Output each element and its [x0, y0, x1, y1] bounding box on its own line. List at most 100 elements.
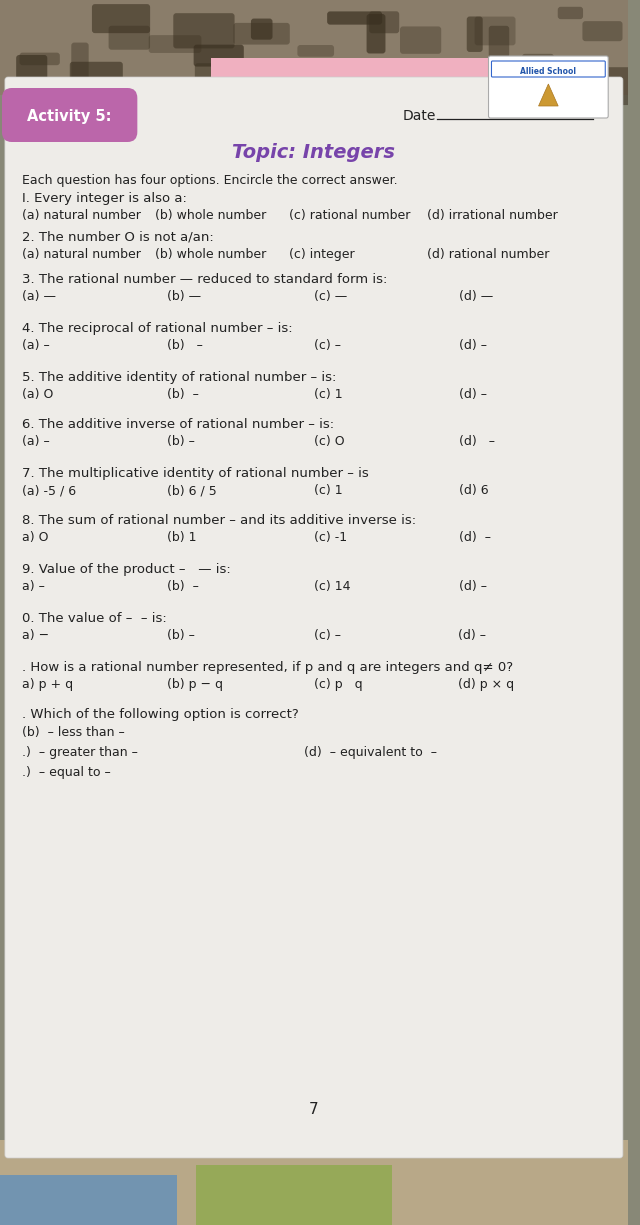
Text: (c) O: (c) O: [314, 435, 344, 448]
Text: (c) rational number: (c) rational number: [289, 209, 411, 222]
Polygon shape: [538, 85, 558, 107]
Text: (b) –: (b) –: [167, 628, 195, 642]
FancyBboxPatch shape: [327, 11, 382, 24]
FancyBboxPatch shape: [440, 67, 460, 88]
FancyBboxPatch shape: [148, 36, 202, 53]
Bar: [0, 1175, 177, 1225]
Text: (c) 1: (c) 1: [314, 388, 342, 401]
Text: .)  – equal to –: .) – equal to –: [22, 766, 110, 779]
Text: Allied School: Allied School: [520, 66, 577, 76]
Text: (d)  –: (d) –: [459, 530, 491, 544]
FancyBboxPatch shape: [488, 56, 608, 118]
FancyBboxPatch shape: [557, 7, 583, 20]
Text: 7: 7: [309, 1102, 319, 1117]
Text: (b) 6 / 5: (b) 6 / 5: [167, 484, 216, 497]
FancyBboxPatch shape: [92, 4, 150, 33]
Text: a) O: a) O: [22, 530, 48, 544]
Text: (b)  – less than –: (b) – less than –: [22, 726, 124, 739]
FancyBboxPatch shape: [467, 16, 483, 51]
FancyBboxPatch shape: [298, 45, 334, 56]
FancyBboxPatch shape: [251, 18, 273, 39]
Text: I. Every integer is also a:: I. Every integer is also a:: [22, 192, 186, 205]
Text: (b) whole number: (b) whole number: [155, 247, 266, 261]
Text: 0. The value of –  – is:: 0. The value of – – is:: [22, 612, 166, 625]
Text: 5. The additive identity of rational number – is:: 5. The additive identity of rational num…: [22, 371, 336, 383]
Text: 2. The number O is not a/an:: 2. The number O is not a/an:: [22, 232, 213, 244]
Text: (c) -1: (c) -1: [314, 530, 347, 544]
FancyBboxPatch shape: [527, 70, 552, 108]
Text: (c) integer: (c) integer: [289, 247, 355, 261]
Bar: [0, 1140, 628, 1225]
Text: (b) whole number: (b) whole number: [155, 209, 266, 222]
Text: 4. The reciprocal of rational number – is:: 4. The reciprocal of rational number – i…: [22, 322, 292, 334]
Text: (c) –: (c) –: [314, 339, 341, 352]
Text: (c) —: (c) —: [314, 290, 347, 303]
Text: 6. The additive inverse of rational number – is:: 6. The additive inverse of rational numb…: [22, 418, 333, 431]
Text: (a) –: (a) –: [22, 339, 49, 352]
Text: (b) –: (b) –: [167, 435, 195, 448]
Text: Activity 5:: Activity 5:: [28, 109, 112, 125]
FancyBboxPatch shape: [257, 71, 315, 82]
Text: (a) natural number: (a) natural number: [22, 247, 140, 261]
Text: (a) -5 / 6: (a) -5 / 6: [22, 484, 76, 497]
Text: (d) 6: (d) 6: [459, 484, 489, 497]
Text: (b) p − q: (b) p − q: [167, 677, 223, 691]
FancyBboxPatch shape: [582, 21, 623, 42]
FancyBboxPatch shape: [173, 13, 235, 49]
FancyBboxPatch shape: [225, 82, 276, 111]
Text: Date: Date: [402, 109, 436, 122]
Text: (b)  –: (b) –: [167, 388, 198, 401]
Text: a) p + q: a) p + q: [22, 677, 73, 691]
Text: (b) 1: (b) 1: [167, 530, 196, 544]
Text: 8. The sum of rational number – and its additive inverse is:: 8. The sum of rational number – and its …: [22, 514, 416, 527]
FancyBboxPatch shape: [71, 43, 89, 81]
FancyBboxPatch shape: [2, 88, 138, 142]
Text: (b)  –: (b) –: [167, 579, 198, 593]
Text: (b)   –: (b) –: [167, 339, 203, 352]
Text: (d) –: (d) –: [458, 628, 486, 642]
Text: 9. Value of the product –   — is:: 9. Value of the product – — is:: [22, 564, 230, 576]
Bar: [196, 1165, 392, 1225]
Text: 7. The multiplicative identity of rational number – is: 7. The multiplicative identity of ration…: [22, 467, 369, 480]
FancyBboxPatch shape: [109, 26, 150, 50]
FancyBboxPatch shape: [5, 77, 623, 1158]
Text: (c) –: (c) –: [314, 628, 341, 642]
Text: 3. The rational number — reduced to standard form is:: 3. The rational number — reduced to stan…: [22, 273, 387, 285]
Text: (d) rational number: (d) rational number: [427, 247, 549, 261]
FancyBboxPatch shape: [195, 64, 242, 100]
FancyBboxPatch shape: [522, 54, 554, 66]
Text: (d) irrational number: (d) irrational number: [427, 209, 557, 222]
FancyBboxPatch shape: [400, 27, 441, 54]
FancyBboxPatch shape: [367, 13, 385, 54]
FancyBboxPatch shape: [234, 23, 290, 44]
Text: (a) O: (a) O: [22, 388, 53, 401]
Text: a) –: a) –: [22, 579, 44, 593]
Text: Each question has four options. Encircle the correct answer.: Each question has four options. Encircle…: [22, 174, 397, 187]
Text: (c) 1: (c) 1: [314, 484, 342, 497]
Text: Topic: Integers: Topic: Integers: [232, 143, 396, 163]
Text: (b) —: (b) —: [167, 290, 201, 303]
Text: . How is a rational number represented, if p and q are integers and q≠ 0?: . How is a rational number represented, …: [22, 662, 513, 674]
FancyBboxPatch shape: [70, 61, 123, 89]
Text: (d) –: (d) –: [459, 579, 487, 593]
FancyBboxPatch shape: [488, 78, 520, 92]
Text: (c) 14: (c) 14: [314, 579, 351, 593]
FancyBboxPatch shape: [16, 55, 47, 81]
FancyBboxPatch shape: [587, 67, 640, 105]
FancyBboxPatch shape: [489, 26, 509, 58]
Text: (d) p × q: (d) p × q: [458, 677, 515, 691]
Text: (c) p   q: (c) p q: [314, 677, 362, 691]
Text: .)  – greater than –: .) – greater than –: [22, 746, 138, 760]
Text: (d) –: (d) –: [459, 388, 487, 401]
Text: (a) –: (a) –: [22, 435, 49, 448]
Bar: [0, 0, 628, 96]
Text: (d) —: (d) —: [459, 290, 493, 303]
Text: (d)   –: (d) –: [459, 435, 495, 448]
FancyBboxPatch shape: [475, 17, 516, 45]
Text: (d)  – equivalent to  –: (d) – equivalent to –: [304, 746, 437, 760]
FancyBboxPatch shape: [10, 85, 66, 102]
FancyBboxPatch shape: [19, 53, 60, 65]
Text: (d) –: (d) –: [459, 339, 487, 352]
Text: . Which of the following option is correct?: . Which of the following option is corre…: [22, 708, 298, 722]
FancyBboxPatch shape: [194, 44, 244, 66]
